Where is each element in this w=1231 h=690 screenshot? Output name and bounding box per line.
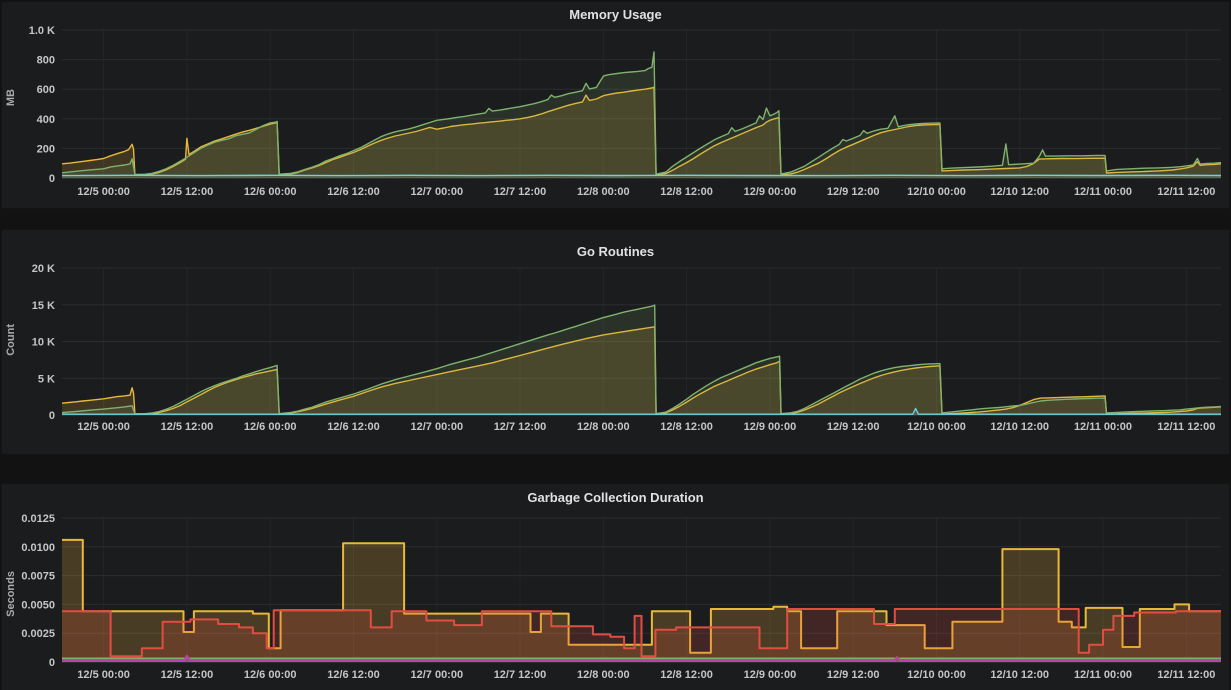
go-routines-chart[interactable]: 0 5 K 10 K 15 K 20 K 12/5 00:00 12/5 12:00 12/6…: [2, 230, 1229, 454]
svg-text:1.0 K: 1.0 K: [29, 25, 55, 37]
svg-text:12/8 00:00: 12/8 00:00: [577, 186, 630, 198]
svg-text:12/10 12:00: 12/10 12:00: [990, 186, 1049, 198]
panel-title-go-routines[interactable]: Go Routines: [576, 244, 655, 259]
svg-text:12/11 12:00: 12/11 12:00: [1157, 186, 1215, 198]
svg-text:12/7 12:00: 12/7 12:00: [494, 421, 547, 433]
svg-text:0.0050: 0.0050: [21, 599, 55, 611]
svg-text:0.0075: 0.0075: [21, 571, 55, 583]
svg-text:12/6 12:00: 12/6 12:00: [327, 421, 380, 433]
svg-text:12/9 12:00: 12/9 12:00: [827, 421, 880, 433]
svg-text:12/10 12:00: 12/10 12:00: [990, 669, 1049, 681]
svg-text:12/6 00:00: 12/6 00:00: [244, 186, 297, 198]
svg-text:12/5 00:00: 12/5 00:00: [77, 186, 130, 198]
svg-text:12/11 12:00: 12/11 12:00: [1157, 421, 1215, 433]
svg-text:12/8 12:00: 12/8 12:00: [660, 186, 713, 198]
panel-memory-usage: Memory Usage MB 0 200 400 600 800 1.0 K 12/5 0…: [2, 2, 1229, 208]
panel-title-gc-duration[interactable]: Garbage Collection Duration: [527, 490, 704, 505]
svg-text:12/7 12:00: 12/7 12:00: [494, 186, 547, 198]
svg-text:0: 0: [49, 657, 55, 669]
svg-text:20 K: 20 K: [32, 263, 55, 275]
svg-text:15 K: 15 K: [32, 300, 55, 312]
svg-text:12/5 00:00: 12/5 00:00: [77, 421, 130, 433]
svg-text:12/9 00:00: 12/9 00:00: [744, 669, 797, 681]
svg-text:10 K: 10 K: [32, 337, 55, 349]
svg-text:5 K: 5 K: [38, 373, 55, 385]
svg-text:12/8 00:00: 12/8 00:00: [577, 669, 630, 681]
svg-text:12/11 00:00: 12/11 00:00: [1074, 186, 1132, 198]
svg-text:12/11 12:00: 12/11 12:00: [1157, 669, 1215, 681]
svg-text:12/10 00:00: 12/10 00:00: [907, 669, 966, 681]
svg-text:0: 0: [49, 173, 55, 185]
y-axis-label-seconds: Seconds: [5, 570, 17, 617]
panel-garbage-collection-duration: Garbage Collection Duration Seconds 0 0.0…: [2, 484, 1229, 690]
svg-text:12/5 12:00: 12/5 12:00: [161, 186, 214, 198]
svg-text:0.0025: 0.0025: [21, 628, 55, 640]
svg-text:12/10 00:00: 12/10 00:00: [907, 186, 966, 198]
svg-text:12/10 12:00: 12/10 12:00: [990, 421, 1049, 433]
panel-title-memory-usage[interactable]: Memory Usage: [569, 7, 662, 22]
svg-text:12/11 00:00: 12/11 00:00: [1074, 669, 1132, 681]
svg-text:12/9 12:00: 12/9 12:00: [827, 186, 880, 198]
svg-text:12/6 00:00: 12/6 00:00: [244, 669, 297, 681]
svg-text:12/9 00:00: 12/9 00:00: [744, 186, 797, 198]
svg-text:12/6 00:00: 12/6 00:00: [244, 421, 297, 433]
panel-go-routines: Go Routines Count 0 5 K 10 K 15 K 20 K 12/5 0…: [2, 230, 1229, 454]
svg-text:12/5 12:00: 12/5 12:00: [161, 421, 214, 433]
svg-text:12/11 00:00: 12/11 00:00: [1074, 421, 1132, 433]
svg-text:12/8 12:00: 12/8 12:00: [660, 421, 713, 433]
svg-text:12/6 12:00: 12/6 12:00: [327, 669, 380, 681]
svg-text:12/5 00:00: 12/5 00:00: [77, 669, 130, 681]
svg-text:200: 200: [37, 143, 55, 155]
svg-text:0: 0: [49, 410, 55, 422]
svg-text:12/8 12:00: 12/8 12:00: [660, 669, 713, 681]
svg-text:400: 400: [37, 114, 55, 126]
svg-text:12/7 00:00: 12/7 00:00: [410, 421, 463, 433]
svg-text:12/6 12:00: 12/6 12:00: [327, 186, 380, 198]
svg-text:12/10 00:00: 12/10 00:00: [907, 421, 966, 433]
svg-text:12/7 00:00: 12/7 00:00: [410, 186, 463, 198]
y-axis-label-mb: MB: [5, 88, 17, 106]
svg-text:0.0125: 0.0125: [21, 513, 55, 525]
svg-text:12/9 00:00: 12/9 00:00: [744, 421, 797, 433]
svg-text:12/8 00:00: 12/8 00:00: [577, 421, 630, 433]
svg-text:600: 600: [37, 84, 55, 96]
gc-duration-chart[interactable]: 0 0.0025 0.0050 0.0075 0.0100 0.0125 12/5 00:0…: [2, 484, 1229, 690]
svg-text:12/7 00:00: 12/7 00:00: [410, 669, 463, 681]
svg-text:0.0100: 0.0100: [21, 542, 55, 554]
y-axis-label-count: Count: [5, 324, 17, 356]
svg-text:12/7 12:00: 12/7 12:00: [494, 669, 547, 681]
svg-text:800: 800: [37, 55, 55, 67]
svg-text:12/5 12:00: 12/5 12:00: [161, 669, 214, 681]
memory-usage-chart[interactable]: 0 200 400 600 800 1.0 K 12/5 00:00 12/5 12:00 12…: [2, 2, 1229, 208]
svg-text:12/9 12:00: 12/9 12:00: [827, 669, 880, 681]
